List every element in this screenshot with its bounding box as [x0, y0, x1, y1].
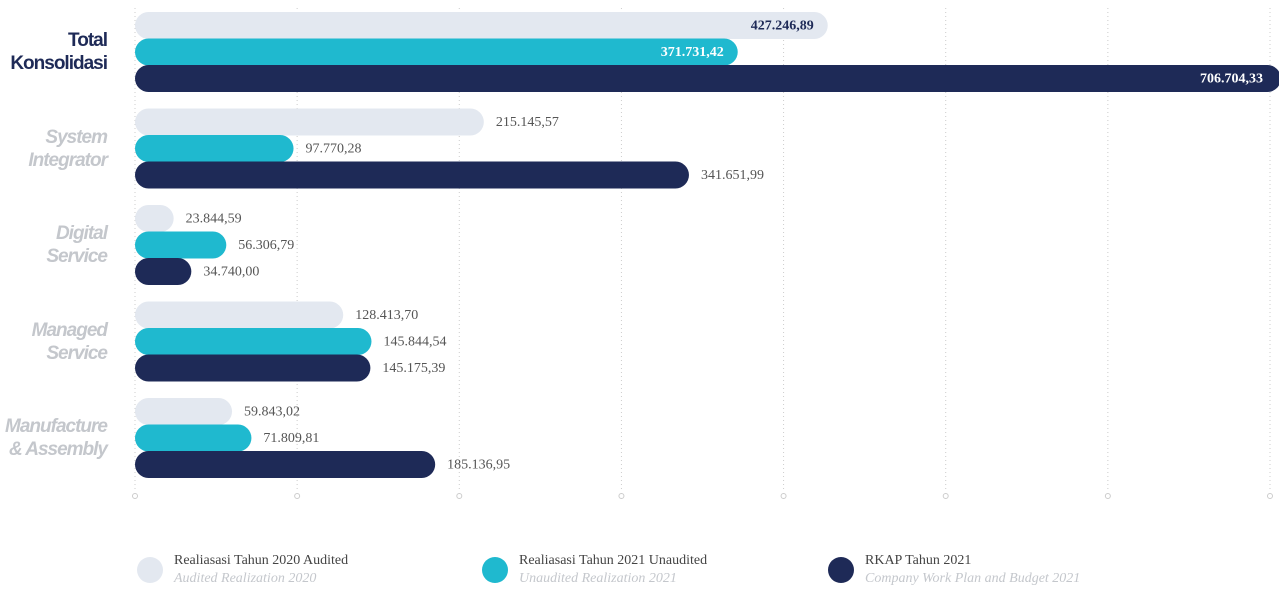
value-label: 128.413,70: [355, 308, 418, 323]
legend-sublabel: Audited Realization 2020: [174, 571, 317, 586]
bar: [135, 354, 371, 382]
value-label: 71.809,81: [263, 431, 319, 446]
legend-sublabel: Unaudited Realization 2021: [519, 571, 677, 586]
category-label: System Integrator: [28, 126, 108, 171]
legend-item: Realiasasi Tahun 2020 Audited Audited Rea…: [174, 552, 348, 588]
value-label: 427.246,89: [751, 19, 814, 34]
category-label: Digital Service: [46, 223, 108, 267]
value-label: 34.740,00: [203, 265, 259, 280]
tick-mark: [456, 493, 463, 499]
bar: [135, 38, 738, 66]
tick-mark: [1104, 493, 1111, 499]
value-label: 97.770,28: [306, 142, 362, 157]
bar: [135, 161, 689, 189]
bar: [135, 135, 294, 162]
legend-swatch: [482, 557, 508, 583]
value-label: 185.136,95: [447, 458, 510, 473]
bar: [135, 328, 372, 355]
tick-mark: [618, 493, 625, 499]
bar: [135, 424, 252, 452]
value-label: 145.175,39: [382, 361, 445, 376]
legend-item: RKAP Tahun 2021 Company Work Plan and Bud…: [865, 552, 1080, 588]
value-label: 56.306,79: [238, 238, 294, 253]
value-label: 215.145,57: [496, 115, 559, 130]
bar: [135, 231, 227, 259]
value-label: 371.731,42: [661, 45, 724, 60]
value-label: 23.844,59: [186, 212, 242, 227]
category-label: Total Konsolidasi: [10, 30, 108, 74]
legend-label: RKAP Tahun 2021: [865, 553, 972, 568]
bar: [135, 205, 174, 232]
value-label: 706.704,33: [1200, 72, 1263, 87]
bar: [135, 258, 192, 285]
bar: [135, 65, 1279, 92]
tick-mark: [1267, 493, 1273, 499]
value-label: 59.843,02: [244, 405, 300, 420]
legend-swatch: [828, 557, 854, 583]
bar: [135, 301, 344, 329]
value-label: 145.844,54: [383, 335, 446, 350]
bar: [135, 398, 233, 425]
legend-swatch: [137, 557, 163, 583]
bar: [135, 451, 436, 478]
legend-label: Realiasasi Tahun 2020 Audited: [174, 553, 349, 568]
legend-item: Realiasasi Tahun 2021 Unaudited Unaudited…: [519, 552, 707, 588]
legend-sublabel: Company Work Plan and Budget 2021: [865, 571, 1081, 586]
value-label: 341.651,99: [701, 168, 764, 183]
tick-mark: [132, 493, 138, 499]
legend-label: Realiasasi Tahun 2021 Unaudited: [519, 553, 708, 568]
category-label: Managed Service: [31, 319, 108, 364]
bar: [135, 12, 828, 39]
bar: [135, 108, 484, 136]
tick-mark: [294, 493, 301, 499]
tick-mark: [942, 493, 949, 499]
category-label: Manufacture & Assembly: [5, 416, 108, 460]
tick-mark: [780, 493, 787, 499]
